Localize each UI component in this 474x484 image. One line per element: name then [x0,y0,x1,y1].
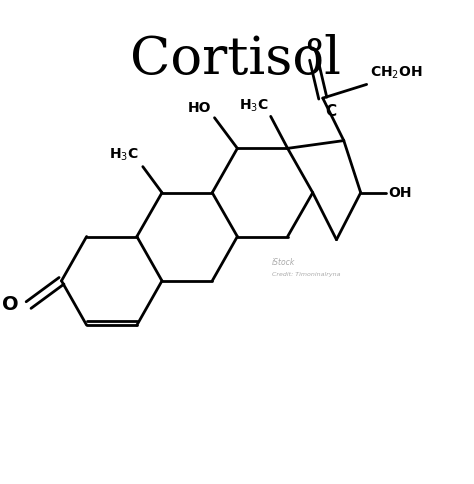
Text: O: O [2,295,18,314]
Text: H$_3$C: H$_3$C [239,98,268,114]
Text: HO: HO [187,102,211,116]
Text: Cortisol: Cortisol [129,34,341,85]
Text: H$_3$C: H$_3$C [109,147,139,163]
Text: iStock: iStock [272,258,295,267]
Text: C: C [325,104,336,119]
Text: OH: OH [388,186,411,200]
Text: Credit: Timoninalryna: Credit: Timoninalryna [272,272,340,277]
Text: O: O [306,37,321,55]
Text: CH$_2$OH: CH$_2$OH [370,64,423,81]
